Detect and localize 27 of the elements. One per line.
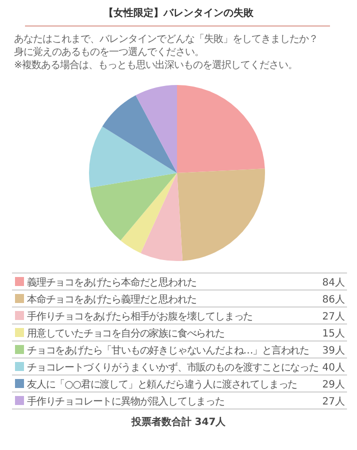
pie-slice: [177, 85, 265, 173]
legend-label: チョコレートづくりがうまくいかず、市販のものを渡すことになった: [27, 362, 319, 374]
pie-slice: [89, 126, 177, 188]
data-label: 86人: [322, 294, 345, 306]
legend-label: 用意していたチョコを自分の家族に食べられた: [27, 328, 225, 340]
pie-slice: [102, 95, 177, 173]
legend-label: 友人に「○○君に渡して」と頼んだら違う人に渡されてしまった: [27, 378, 298, 390]
data-label: 15人: [322, 328, 345, 340]
legend-label: 手作りチョコをあげたら相手がお腹を壊してしまった: [27, 310, 254, 322]
pie-slice: [136, 85, 177, 173]
legend-label: 義理チョコをあげたら本命だと思われた: [27, 276, 197, 288]
legend-label: 手作りチョコレートに異物が混入してしまった: [27, 396, 225, 408]
data-label: 84人: [322, 278, 345, 288]
pie-slice: [90, 173, 177, 240]
chart-title: 【女性限定】バレンタインの失敗: [104, 7, 254, 19]
data-label: 29人: [322, 380, 345, 390]
data-label: 40人: [322, 362, 345, 374]
data-label: 27人: [322, 396, 345, 408]
chart-subtitle: あなたはこれまで、バレンタインでどんな「失敗」をしてきましたか？身に覚えのあるものを一つ選んでください。 ※複数ある場合は、もっとも思い出深いものを選択してください。: [14, 33, 318, 71]
data-label: 27人: [322, 312, 345, 322]
text: 投票者数合計 347人: [130, 416, 227, 428]
pie-slice: [177, 168, 265, 261]
pie-slice: [140, 173, 183, 261]
data-label: 39人: [322, 346, 345, 356]
pie-slice: [120, 173, 177, 254]
legend-label: 本命チョコをあげたら義理だと思われた: [27, 294, 197, 306]
legend-label: チョコをあげたら「甘いもの好きじゃないんだよね…」と言われた: [27, 344, 310, 356]
